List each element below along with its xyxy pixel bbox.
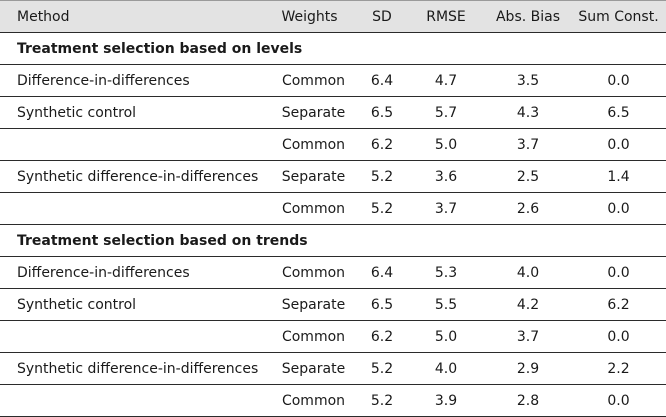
cell-weights: Common [262, 128, 357, 161]
cell-rmse: 3.6 [407, 160, 485, 193]
table-row: Common 5.2 3.7 2.6 0.0 [0, 192, 666, 225]
cell-sum-const: 0.0 [571, 256, 666, 289]
table-row: Difference-in-differences Common 6.4 4.7… [0, 64, 666, 97]
section-title: Treatment selection based on levels [0, 32, 666, 65]
cell-abs-bias: 2.6 [485, 192, 571, 225]
cell-sd: 6.5 [357, 288, 407, 321]
cell-rmse: 5.5 [407, 288, 485, 321]
section-row-levels: Treatment selection based on levels [0, 32, 666, 65]
header-rmse: RMSE [407, 0, 485, 33]
header-sum-const: Sum Const. [571, 0, 666, 33]
cell-rmse: 5.0 [407, 128, 485, 161]
cell-rmse: 4.0 [407, 352, 485, 385]
cell-method: Synthetic control [0, 288, 262, 321]
cell-abs-bias: 4.2 [485, 288, 571, 321]
cell-method [0, 384, 262, 417]
cell-sum-const: 0.0 [571, 64, 666, 97]
cell-abs-bias: 3.7 [485, 320, 571, 353]
table-row: Synthetic control Separate 6.5 5.7 4.3 6… [0, 96, 666, 129]
table-row: Difference-in-differences Common 6.4 5.3… [0, 256, 666, 289]
cell-weights: Common [262, 384, 357, 417]
cell-weights: Separate [262, 160, 357, 193]
cell-rmse: 5.0 [407, 320, 485, 353]
header-weights: Weights [262, 0, 357, 33]
table-row: Synthetic difference-in-differences Sepa… [0, 160, 666, 193]
cell-sum-const: 6.5 [571, 96, 666, 129]
cell-sd: 6.4 [357, 64, 407, 97]
cell-method: Difference-in-differences [0, 256, 262, 289]
cell-sd: 5.2 [357, 384, 407, 417]
section-title: Treatment selection based on trends [0, 224, 666, 257]
cell-weights: Separate [262, 288, 357, 321]
cell-weights: Common [262, 64, 357, 97]
cell-rmse: 4.7 [407, 64, 485, 97]
cell-sum-const: 0.0 [571, 128, 666, 161]
cell-weights: Common [262, 256, 357, 289]
cell-abs-bias: 2.5 [485, 160, 571, 193]
cell-weights: Common [262, 320, 357, 353]
table-row: Common 5.2 3.9 2.8 0.0 [0, 384, 666, 417]
cell-abs-bias: 2.9 [485, 352, 571, 385]
cell-sum-const: 2.2 [571, 352, 666, 385]
cell-abs-bias: 4.0 [485, 256, 571, 289]
cell-sum-const: 0.0 [571, 384, 666, 417]
cell-method [0, 320, 262, 353]
cell-rmse: 3.7 [407, 192, 485, 225]
cell-method: Synthetic control [0, 96, 262, 129]
table-row: Synthetic control Separate 6.5 5.5 4.2 6… [0, 288, 666, 321]
cell-sd: 5.2 [357, 352, 407, 385]
cell-rmse: 5.7 [407, 96, 485, 129]
cell-abs-bias: 2.8 [485, 384, 571, 417]
cell-sd: 6.5 [357, 96, 407, 129]
cell-sd: 6.2 [357, 320, 407, 353]
cell-sum-const: 1.4 [571, 160, 666, 193]
cell-abs-bias: 3.5 [485, 64, 571, 97]
cell-weights: Separate [262, 96, 357, 129]
cell-weights: Common [262, 192, 357, 225]
cell-rmse: 3.9 [407, 384, 485, 417]
cell-abs-bias: 4.3 [485, 96, 571, 129]
table-body: Treatment selection based on levels Diff… [0, 32, 666, 417]
table-row: Common 6.2 5.0 3.7 0.0 [0, 128, 666, 161]
header-row: Method Weights SD RMSE Abs. Bias Sum Con… [0, 0, 666, 33]
cell-sd: 5.2 [357, 160, 407, 193]
cell-abs-bias: 3.7 [485, 128, 571, 161]
cell-method: Difference-in-differences [0, 64, 262, 97]
cell-sd: 6.4 [357, 256, 407, 289]
cell-rmse: 5.3 [407, 256, 485, 289]
header-method: Method [0, 0, 262, 33]
cell-sd: 5.2 [357, 192, 407, 225]
section-row-trends: Treatment selection based on trends [0, 224, 666, 257]
cell-sd: 6.2 [357, 128, 407, 161]
cell-method: Synthetic difference-in-differences [0, 160, 262, 193]
table-row: Common 6.2 5.0 3.7 0.0 [0, 320, 666, 353]
header-abs-bias: Abs. Bias [485, 0, 571, 33]
table-header: Method Weights SD RMSE Abs. Bias Sum Con… [0, 0, 666, 33]
cell-sum-const: 0.0 [571, 192, 666, 225]
cell-method: Synthetic difference-in-differences [0, 352, 262, 385]
table-row: Synthetic difference-in-differences Sepa… [0, 352, 666, 385]
cell-sum-const: 0.0 [571, 320, 666, 353]
cell-sum-const: 6.2 [571, 288, 666, 321]
header-sd: SD [357, 0, 407, 33]
cell-method [0, 192, 262, 225]
cell-weights: Separate [262, 352, 357, 385]
cell-method [0, 128, 262, 161]
